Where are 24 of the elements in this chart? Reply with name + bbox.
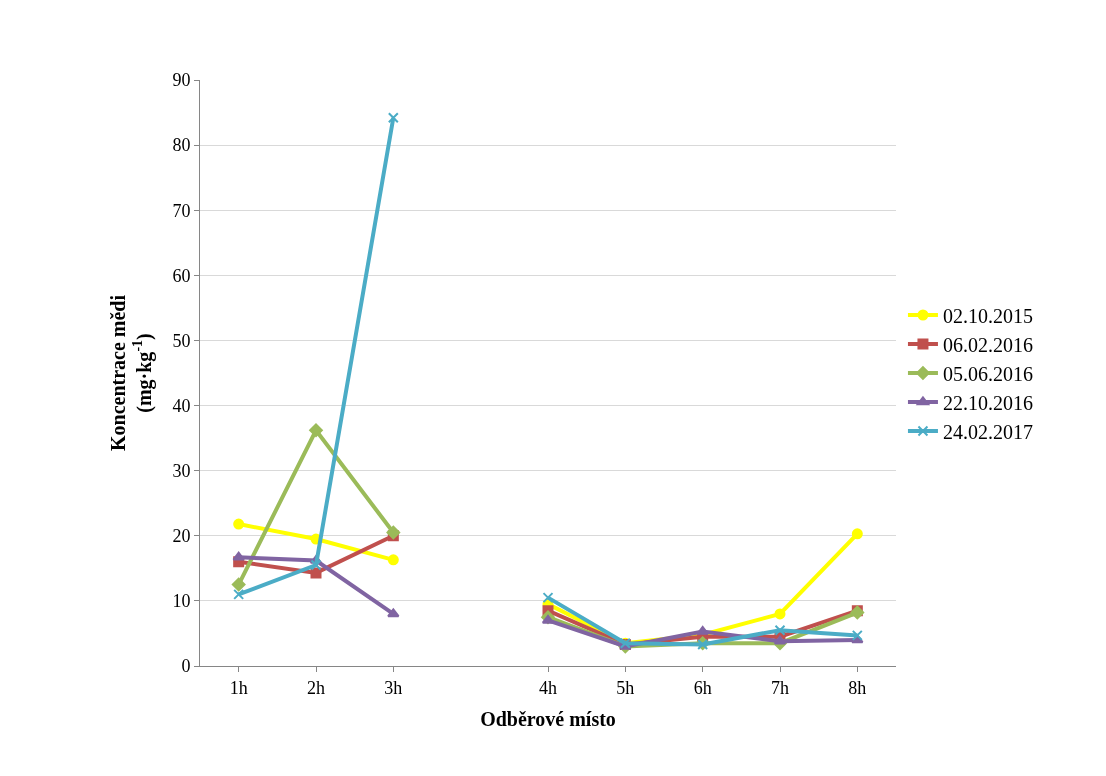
x-tick-label: 2h: [307, 677, 325, 698]
legend-label: 24.02.2017: [942, 420, 1033, 443]
legend-label: 05.06.2016: [942, 362, 1033, 385]
x-tick-label: 1h: [229, 677, 248, 698]
y-tick-label: 0: [181, 656, 191, 677]
y-tick-label: 20: [172, 526, 191, 547]
x-tick-label: 6h: [693, 677, 712, 698]
y-tick-label: 80: [172, 135, 191, 156]
y-tick-label: 10: [172, 591, 191, 612]
x-tick-label: 5h: [616, 677, 635, 698]
y-tick-label: 60: [172, 265, 191, 286]
y-tick-label: 30: [172, 460, 191, 481]
y-tick-label: 90: [172, 70, 191, 91]
x-tick-label: 7h: [771, 677, 789, 698]
y-tick-label: 40: [172, 395, 191, 416]
y-tick-label: 50: [172, 330, 191, 351]
x-tick-label: 3h: [384, 677, 403, 698]
y-tick-label: 70: [172, 200, 191, 221]
legend-label: 02.10.2015: [942, 304, 1033, 327]
x-axis-title: Odběrové místo: [480, 708, 616, 731]
x-tick-label: 4h: [539, 677, 557, 698]
legend-label: 22.10.2016: [942, 391, 1033, 414]
legend-label: 06.02.2016: [942, 333, 1033, 356]
x-tick-label: 8h: [848, 677, 867, 698]
